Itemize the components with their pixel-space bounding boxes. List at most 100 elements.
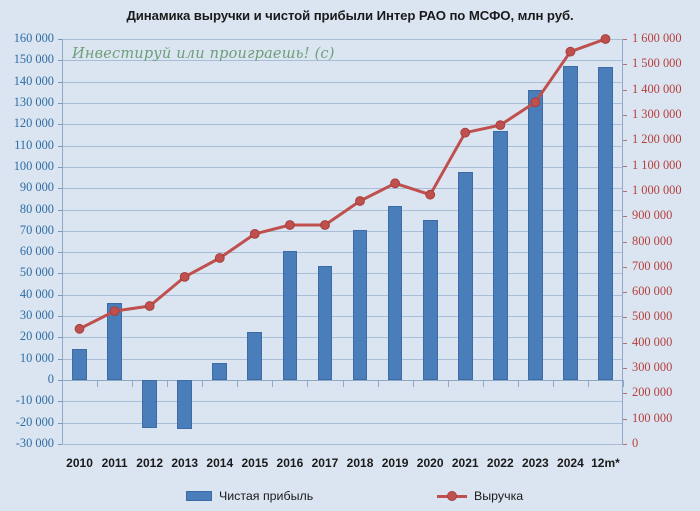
legend-item-net-profit: Чистая прибыль <box>186 489 313 503</box>
y-axis-left-tick-label: 40 000 <box>19 286 54 301</box>
y-axis-right-tick <box>623 343 627 344</box>
x-axis-tick-label: 2023 <box>521 456 549 470</box>
revenue-data-point <box>214 253 225 263</box>
legend-label-revenue: Выручка <box>474 489 524 503</box>
x-axis-tick <box>448 380 449 387</box>
revenue-data-point <box>355 196 365 206</box>
y-axis-right-tick <box>623 90 627 91</box>
revenue-data-point <box>109 306 120 317</box>
bar <box>282 251 298 381</box>
bar <box>422 220 438 381</box>
y-axis-right-tick <box>623 166 627 167</box>
y-axis-right-tick-label: 100 000 <box>632 410 673 425</box>
y-axis-right-tick <box>623 419 627 420</box>
x-axis-tick <box>413 380 414 387</box>
bar <box>107 303 122 381</box>
y-axis-left-tick <box>58 316 62 317</box>
y-axis-left-tick-label: 140 000 <box>13 73 54 88</box>
x-axis-tick <box>483 380 484 387</box>
revenue-line-path <box>78 37 607 331</box>
gridline <box>62 295 623 296</box>
legend-label-net-profit: Чистая прибыль <box>219 489 314 503</box>
x-axis-tick <box>623 380 624 387</box>
y-axis-left-tick <box>58 423 62 424</box>
y-axis-right-tick-label: 800 000 <box>632 233 673 248</box>
bar <box>212 363 228 381</box>
x-axis-tick-label: 2020 <box>416 456 444 470</box>
gridline <box>62 444 623 445</box>
y-axis-left-tick-label: 80 000 <box>19 201 54 216</box>
x-axis-tick-label: 2018 <box>346 456 374 470</box>
legend-swatch-line-icon <box>437 490 467 502</box>
revenue-data-point <box>530 97 541 108</box>
y-axis-right-tick-label: 0 <box>632 436 639 450</box>
y-axis-left-tick <box>58 231 62 232</box>
x-axis-tick <box>167 380 168 387</box>
y-axis-left-tick <box>58 60 62 61</box>
bar <box>527 90 543 381</box>
bar <box>142 380 157 428</box>
y-axis-right-tick <box>623 39 627 40</box>
y-axis-left-tick <box>58 188 62 189</box>
y-axis-left-tick <box>58 295 62 296</box>
revenue-data-point <box>425 189 436 200</box>
y-axis-left-tick-label: 30 000 <box>19 308 54 323</box>
y-axis-left-tick-label: 90 000 <box>19 180 54 195</box>
gridline <box>62 82 623 83</box>
y-axis-right-tick-label: 300 000 <box>632 360 673 375</box>
x-axis-tick-label: 2014 <box>206 456 234 470</box>
y-axis-right-tick <box>623 140 627 141</box>
x-axis-tick-label: 2016 <box>276 456 304 470</box>
x-axis-tick <box>272 380 273 387</box>
bar <box>317 266 333 381</box>
x-axis-tick-label: 2013 <box>171 456 199 470</box>
y-axis-left-tick <box>58 444 62 445</box>
y-axis-right-tick-label: 1 600 000 <box>632 31 682 45</box>
y-axis-left-tick-label: 120 000 <box>13 116 54 131</box>
y-axis-right-tick <box>623 64 627 65</box>
bar <box>492 130 508 381</box>
revenue-data-point <box>460 127 471 138</box>
gridline <box>62 124 623 125</box>
revenue-data-point <box>74 323 85 334</box>
y-axis-right-tick-label: 500 000 <box>632 309 673 324</box>
y-axis-left-tick-label: -30 000 <box>15 436 54 450</box>
y-axis-left-tick-label: 130 000 <box>13 94 54 109</box>
y-axis-right-tick <box>623 368 627 369</box>
y-axis-right-tick <box>623 115 627 116</box>
y-axis-left-tick <box>58 252 62 253</box>
y-axis-left-tick <box>58 359 62 360</box>
gridline <box>62 423 623 424</box>
bar <box>563 65 578 381</box>
gridline <box>62 60 623 61</box>
y-axis-right-tick-label: 400 000 <box>632 334 673 349</box>
revenue-data-point <box>320 220 330 230</box>
x-axis-tick <box>343 380 344 387</box>
x-axis-tick <box>378 380 379 387</box>
gridline <box>62 401 623 402</box>
gridline <box>62 380 623 381</box>
gridline <box>62 39 623 40</box>
gridline <box>62 146 623 147</box>
x-axis-tick <box>588 380 589 387</box>
y-axis-right-line <box>622 39 623 444</box>
legend-item-revenue: Выручка <box>437 489 523 503</box>
bar <box>247 332 263 381</box>
y-axis-right-tick <box>623 242 627 243</box>
x-axis-tick-label: 2021 <box>451 456 479 470</box>
y-axis-right-tick-label: 700 000 <box>632 258 673 273</box>
y-axis-right-tick <box>623 393 627 394</box>
y-axis-right-tick <box>623 317 627 318</box>
chart-legend: Чистая прибыль Выручка <box>0 487 700 511</box>
gridline <box>62 103 623 104</box>
revenue-data-point <box>144 301 155 311</box>
y-axis-left-tick <box>58 337 62 338</box>
y-axis-left-tick <box>58 82 62 83</box>
y-axis-right-tick-label: 1 200 000 <box>632 132 682 147</box>
y-axis-right-tick-label: 1 500 000 <box>632 56 682 71</box>
y-axis-right-tick-label: 900 000 <box>632 208 673 223</box>
y-axis-right-tick <box>623 267 627 268</box>
x-axis-tick-label: 2011 <box>101 456 128 470</box>
y-axis-left-tick-label: 0 <box>47 372 54 387</box>
y-axis-right-tick-label: 1 400 000 <box>632 81 682 96</box>
